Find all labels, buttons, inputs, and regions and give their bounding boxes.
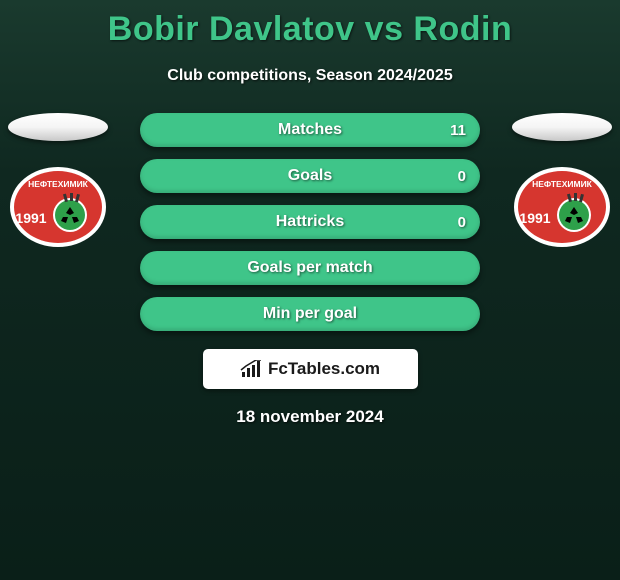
stat-row-min-per-goal: Min per goal: [140, 297, 480, 331]
team-badge-right: НЕФТЕХИМИК 1991: [512, 165, 612, 250]
stat-row-goals-per-match: Goals per match: [140, 251, 480, 285]
watermark-text: FcTables.com: [268, 359, 380, 379]
stat-label: Min per goal: [263, 305, 357, 323]
stat-label: Goals per match: [247, 259, 372, 277]
page-subtitle: Club competitions, Season 2024/2025: [0, 67, 620, 85]
svg-text:1991: 1991: [519, 210, 550, 226]
stat-label: Matches: [278, 121, 342, 139]
date-text: 18 november 2024: [10, 407, 610, 427]
player-left-ellipse: [8, 113, 108, 141]
stats-bars: Matches 11 Goals 0 Hattricks 0 Goals per…: [140, 113, 480, 331]
stat-label: Goals: [288, 167, 332, 185]
page-title: Bobir Davlatov vs Rodin: [0, 0, 620, 49]
stat-label: Hattricks: [276, 213, 344, 231]
watermark: FcTables.com: [203, 349, 418, 389]
stat-value-right: 0: [458, 168, 466, 185]
stat-row-goals: Goals 0: [140, 159, 480, 193]
badge-year: 1991: [15, 210, 46, 226]
stat-row-matches: Matches 11: [140, 113, 480, 147]
svg-text:НЕФТЕХИМИК: НЕФТЕХИМИК: [532, 179, 593, 189]
comparison-content: НЕФТЕХИМИК 1991 НЕФТЕХИМИК 1991: [0, 113, 620, 427]
team-badge-left: НЕФТЕХИМИК 1991: [8, 165, 108, 250]
badge-text-top: НЕФТЕХИМИК: [28, 179, 89, 189]
player-right-ellipse: [512, 113, 612, 141]
stat-value-right: 11: [450, 122, 466, 139]
stat-row-hattricks: Hattricks 0: [140, 205, 480, 239]
stat-value-right: 0: [458, 214, 466, 231]
chart-icon: [240, 360, 262, 378]
